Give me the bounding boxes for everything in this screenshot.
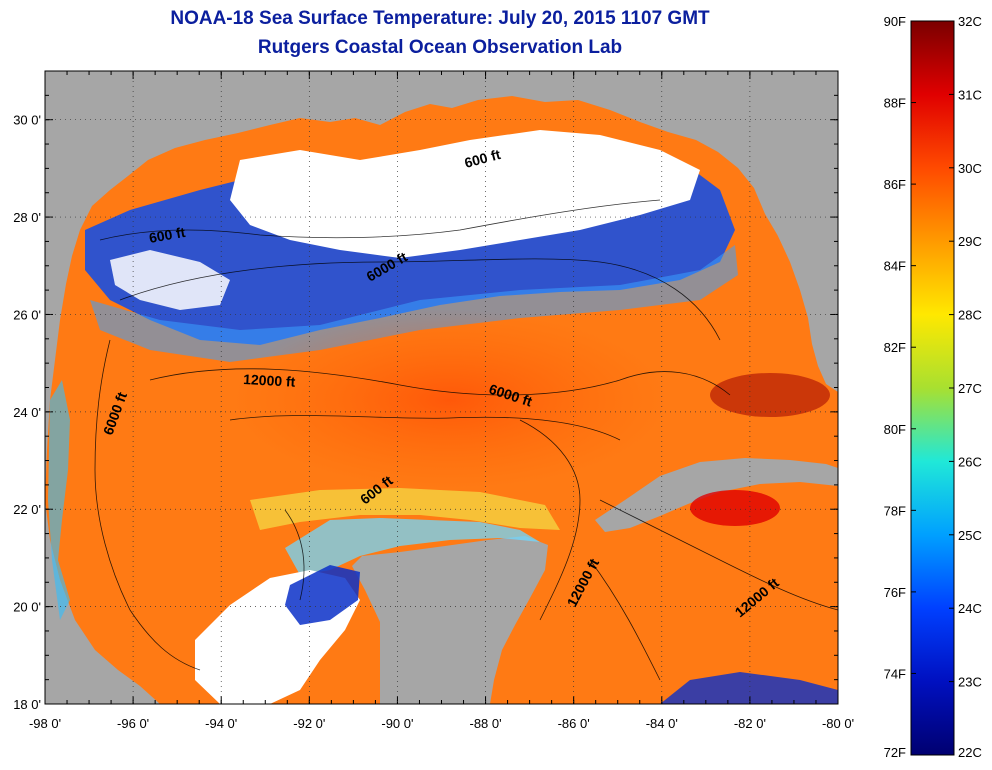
colorbar-c-label: 27C [958, 381, 982, 396]
cloud-north [230, 130, 700, 258]
colorbar-f-label: 72F [884, 745, 906, 760]
map-area [45, 71, 838, 704]
y-tick-label: 18 0' [13, 697, 41, 712]
colorbar-c-label: 26C [958, 454, 982, 469]
bathymetry-contours [94, 199, 838, 681]
map-subtitle: Rutgers Coastal Ocean Observation Lab [257, 37, 623, 58]
colorbar-f-label: 88F [884, 96, 906, 111]
cool-coastal-west [48, 380, 70, 620]
land-florida [755, 71, 838, 392]
x-tick-label: -82 0' [734, 716, 766, 731]
x-tick-label: -88 0' [469, 716, 501, 731]
warm-glow-central [230, 310, 670, 490]
x-tick-label: -80 0' [822, 716, 854, 731]
x-tick-label: -90 0' [381, 716, 413, 731]
y-tick-label: 30 0' [13, 113, 41, 128]
x-tick-label: -86 0' [558, 716, 590, 731]
x-tick-label: -94 0' [205, 716, 237, 731]
x-tick-label: -96 0' [117, 716, 149, 731]
y-tick-label: 28 0' [13, 210, 41, 225]
y-tick-label: 26 0' [13, 307, 41, 322]
x-axis-ticks: -98 0' -96 0' -94 0' -92 0' -90 0' -88 0' -86 … [29, 71, 854, 731]
colorbar-f-label: 86F [884, 177, 906, 192]
colorbar-c-label: 32C [958, 14, 982, 29]
colorbar-f-label: 84F [884, 259, 906, 274]
y-tick-label: 22 0' [13, 502, 41, 517]
cloud-west [110, 250, 230, 310]
y-tick-label: 24 0' [13, 405, 41, 420]
colorbar-f-label: 90F [884, 14, 906, 29]
y-axis-ticks: 30 0' 28 0' 26 0' 24 0' 22 0' 20 0' 18 0' [13, 70, 838, 712]
colorbar-c-label: 29C [958, 234, 982, 249]
graticule [45, 71, 838, 704]
x-tick-label: -98 0' [29, 716, 61, 731]
colorbar-c-label: 23C [958, 675, 982, 690]
colorbar-c-label: 31C [958, 87, 982, 102]
contour-label: 600 ft [148, 224, 187, 246]
colorbar-f-label: 82F [884, 340, 906, 355]
contour-label: 12000 ft [243, 371, 296, 390]
land-cuba [595, 458, 838, 532]
map-title: NOAA-18 Sea Surface Temperature: July 20… [170, 8, 710, 29]
colorbar-c-label: 28C [958, 308, 982, 323]
land-north-america [45, 71, 838, 500]
colorbar-f-label: 78F [884, 503, 906, 518]
warm-cuba-north [690, 490, 780, 526]
colorbar-f-label: 74F [884, 666, 906, 681]
colorbar [910, 20, 955, 756]
x-tick-label: -92 0' [293, 716, 325, 731]
land-yucatan [352, 536, 548, 704]
y-tick-label: 20 0' [13, 600, 41, 615]
colorbar-c-label: 22C [958, 745, 982, 760]
cool-band-mid [90, 245, 738, 362]
colorbar-f-label: 76F [884, 585, 906, 600]
cool-band-campeche [285, 518, 540, 575]
colorbar-celsius-labels: 32C 31C 30C 29C 28C 27C 26C 25C 24C 23C 22C [949, 14, 982, 760]
cool-caribbean-south [660, 672, 838, 704]
warm-florida-straits [710, 373, 830, 417]
colorbar-c-label: 25C [958, 528, 982, 543]
x-tick-label: -84 0' [646, 716, 678, 731]
land-mexico-south [45, 500, 160, 704]
colorbar-c-label: 30C [958, 161, 982, 176]
colorbar-c-label: 24C [958, 601, 982, 616]
colorbar-fahrenheit-labels: 90F 88F 86F 84F 82F 80F 78F 76F 74F 72F [884, 14, 916, 760]
colorbar-f-label: 80F [884, 422, 906, 437]
